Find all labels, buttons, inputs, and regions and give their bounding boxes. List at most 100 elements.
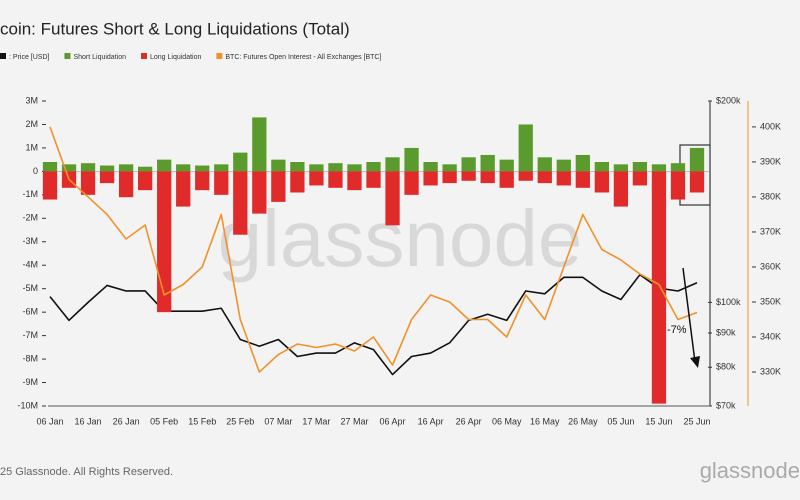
x-tick-label: 25 Feb (226, 416, 254, 426)
legend-label: BTC: Futures Open Interest - All Exchang… (225, 54, 381, 61)
bar (613, 164, 629, 172)
bar (309, 164, 324, 172)
bar (233, 171, 248, 235)
x-tick-label: 16 May (530, 416, 560, 426)
bar (366, 162, 381, 172)
bar (309, 171, 324, 186)
y-tick-label: -2M (23, 213, 39, 223)
x-tick-label: 06 May (492, 416, 522, 426)
x-tick-label: 27 Mar (340, 416, 368, 426)
bar (80, 171, 96, 195)
bar (157, 159, 172, 172)
y3-tick-label: 390K (760, 156, 781, 166)
bar (670, 163, 686, 172)
bar (271, 171, 286, 202)
x-tick-label: 06 Jan (36, 416, 63, 426)
bar (461, 157, 476, 172)
y-tick-label: -10M (17, 400, 38, 410)
bar (138, 171, 153, 191)
y2-tick-label: $200k (716, 95, 741, 105)
bar (651, 171, 667, 404)
y3-tick-label: 370K (760, 226, 781, 236)
bar (99, 171, 115, 184)
bar (537, 171, 552, 184)
bar (613, 171, 629, 207)
bar (670, 171, 686, 200)
bar (42, 171, 58, 200)
y3-tick-label: 380K (760, 191, 781, 201)
y-tick-label: 1M (25, 142, 38, 152)
y-tick-label: -3M (23, 236, 39, 246)
brand: glassnode (700, 458, 800, 483)
y-tick-label: -5M (23, 283, 39, 293)
bar (632, 171, 648, 186)
bar (328, 163, 343, 172)
bar (461, 171, 476, 181)
y2-tick-label: $80k (716, 362, 736, 372)
bar (385, 157, 400, 172)
x-tick-label: 16 Apr (418, 416, 444, 426)
bar (594, 162, 609, 172)
y3-tick-label: 350K (760, 296, 781, 306)
bar (118, 171, 134, 198)
y3-tick-label: 330K (760, 366, 781, 376)
bar (556, 171, 571, 186)
legend-swatch (216, 53, 223, 59)
bar (157, 171, 172, 313)
bar (252, 117, 267, 172)
bar (214, 164, 229, 172)
bar (632, 162, 648, 172)
y-tick-label: -1M (23, 189, 39, 199)
bar (423, 171, 438, 186)
bar (290, 162, 305, 172)
x-tick-label: 26 Jan (113, 416, 140, 426)
bar (499, 171, 514, 188)
arrow (682, 267, 696, 363)
bar (499, 159, 514, 172)
y3-tick-label: 360K (760, 261, 781, 271)
bar (195, 171, 210, 191)
bar (271, 159, 286, 172)
x-tick-label: 26 May (568, 416, 598, 426)
x-tick-label: 26 Apr (456, 416, 482, 426)
x-tick-label: 15 Feb (188, 416, 216, 426)
bar (575, 154, 590, 172)
x-tick-label: 05 Jun (607, 416, 634, 426)
bar (214, 171, 229, 195)
y-tick-label: -7M (23, 330, 39, 340)
legend-label: Long Liquidation (150, 54, 201, 61)
bar (99, 165, 115, 172)
bar (689, 171, 705, 193)
bar (347, 164, 362, 172)
bar (651, 164, 667, 172)
legend-swatch (64, 53, 71, 59)
footer: 25 Glassnode. All Rights Reserved. (0, 466, 173, 478)
y-tick-label: -9M (23, 377, 39, 387)
y3-tick-label: 340K (760, 331, 781, 341)
bar (366, 171, 381, 188)
bar (176, 164, 191, 172)
bar (328, 171, 343, 188)
y-tick-label: -8M (23, 353, 39, 363)
bar (347, 171, 362, 191)
bar (518, 124, 533, 172)
bar (80, 163, 96, 172)
x-tick-label: 05 Feb (150, 416, 178, 426)
x-tick-label: 15 Jun (645, 416, 672, 426)
bar (537, 157, 552, 172)
arrow-head (690, 356, 700, 368)
bar (689, 147, 705, 172)
bar (480, 171, 495, 184)
legend-label: : Price [USD] (9, 54, 50, 61)
bar (442, 171, 457, 184)
bar (176, 171, 191, 207)
chart-title: coin: Futures Short & Long Liquidations … (0, 19, 350, 38)
bar (442, 164, 457, 172)
y2-tick-label: $70k (716, 400, 736, 410)
legend-label: Short Liquidation (73, 54, 126, 61)
bar (480, 154, 495, 172)
bar (404, 171, 419, 195)
bar (195, 165, 210, 172)
y2-tick-label: $100k (716, 297, 741, 307)
